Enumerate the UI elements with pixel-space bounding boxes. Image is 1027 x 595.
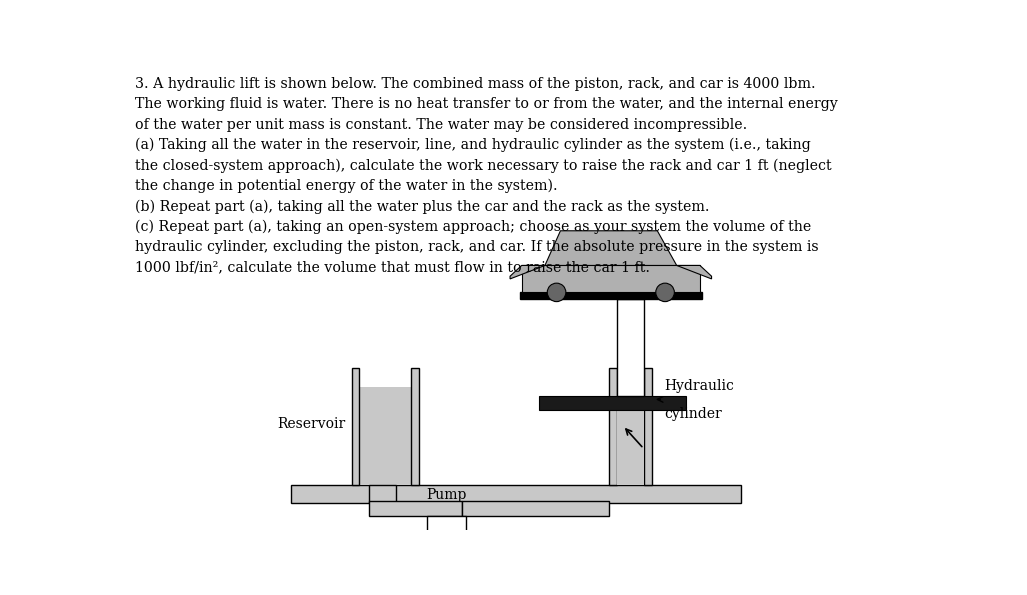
Text: 1000 lbf/in², calculate the volume that must flow in to raise the car 1 ft.: 1000 lbf/in², calculate the volume that … [135,261,649,274]
Bar [644,368,651,485]
Bar [609,368,616,485]
Polygon shape [545,231,677,265]
Bar [461,501,609,516]
Text: (c) Repeat part (a), taking an open-system approach; choose as your system the v: (c) Repeat part (a), taking an open-syst… [135,220,811,234]
Bar [291,485,740,503]
Bar [616,299,644,396]
Text: Hydraulic: Hydraulic [664,379,734,393]
Bar [520,292,701,299]
Bar [427,516,465,550]
Text: the closed-system approach), calculate the work necessary to raise the rack and : the closed-system approach), calculate t… [135,158,831,173]
Polygon shape [510,265,545,279]
Bar [522,265,700,292]
Text: (a) Taking all the water in the reservoir, line, and hydraulic cylinder as the s: (a) Taking all the water in the reservoi… [135,138,810,152]
Bar [411,368,419,485]
Bar [359,387,411,485]
Bar [369,501,461,516]
Bar [369,485,395,503]
Text: of the water per unit mass is constant. The water may be considered incompressib: of the water per unit mass is constant. … [135,118,747,131]
Circle shape [656,283,675,302]
Bar [616,410,644,485]
Polygon shape [677,265,712,279]
Circle shape [440,553,453,566]
Bar [539,396,686,410]
Text: cylinder: cylinder [664,407,722,421]
Circle shape [547,283,566,302]
Text: Pump: Pump [426,488,466,502]
Text: the change in potential energy of the water in the system).: the change in potential energy of the wa… [135,179,558,193]
Text: 3. A hydraulic lift is shown below. The combined mass of the piston, rack, and c: 3. A hydraulic lift is shown below. The … [135,77,815,91]
Bar [616,368,644,485]
Text: hydraulic cylinder, excluding the piston, rack, and car. If the absolute pressur: hydraulic cylinder, excluding the piston… [135,240,819,254]
Text: Reservoir: Reservoir [277,418,345,431]
Text: (b) Repeat part (a), taking all the water plus the car and the rack as the syste: (b) Repeat part (a), taking all the wate… [135,199,709,214]
Bar [351,368,359,485]
Text: The working fluid is water. There is no heat transfer to or from the water, and : The working fluid is water. There is no … [135,97,837,111]
